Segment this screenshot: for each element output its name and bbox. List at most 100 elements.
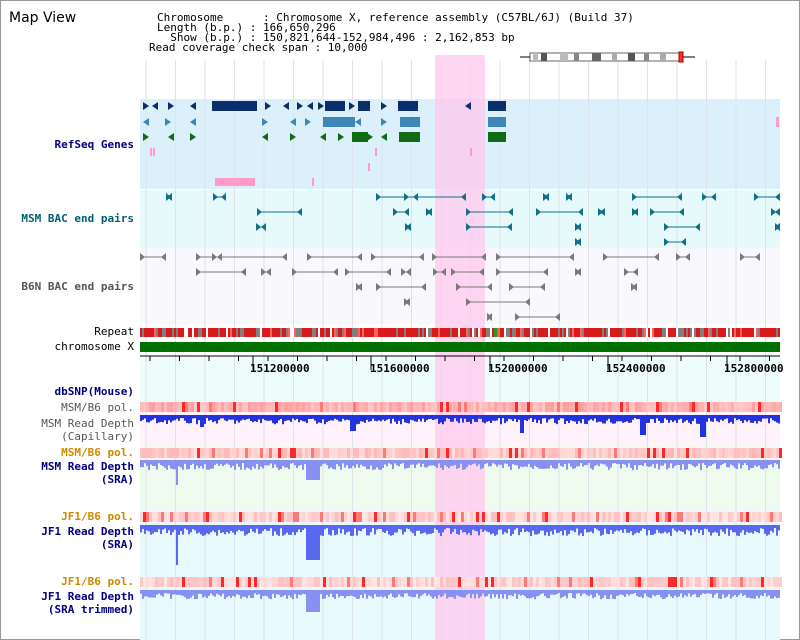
polymorphism-cell — [650, 577, 653, 587]
gene-arrow — [775, 223, 780, 231]
read-depth-bar — [210, 525, 212, 533]
polymorphism-cell — [506, 512, 509, 522]
polymorphism-cell — [404, 402, 407, 412]
polymorphism-cell — [662, 448, 665, 458]
read-depth-bar — [464, 460, 466, 470]
polymorphism-cell — [557, 402, 560, 412]
read-depth-bar — [358, 460, 360, 468]
gene-arrow — [427, 208, 432, 216]
polymorphism-cell — [479, 448, 482, 458]
polymorphism-cell — [395, 448, 398, 458]
gene-arrow — [487, 283, 492, 291]
polymorphism-cell — [629, 577, 632, 587]
polymorphism-cell — [383, 512, 386, 522]
read-depth-bar — [484, 415, 486, 424]
read-depth-bar — [474, 525, 476, 531]
read-depth-bar — [598, 590, 600, 596]
polymorphism-cell — [611, 577, 614, 587]
read-depth-bar — [158, 525, 160, 530]
read-depth-bar — [334, 415, 336, 419]
read-depth-bar — [364, 415, 366, 423]
read-depth-bar — [254, 590, 256, 594]
polymorphism-cell — [218, 448, 221, 458]
read-depth-bar — [168, 415, 170, 421]
polymorphism-cell — [401, 577, 404, 587]
repeat-segment — [284, 328, 286, 337]
polymorphism-cell — [464, 402, 467, 412]
read-depth-bar — [668, 415, 670, 423]
read-depth-bar — [182, 590, 184, 596]
read-depth-bar — [352, 590, 354, 597]
gene-arrow — [515, 313, 520, 321]
read-depth-bar — [764, 525, 766, 534]
polymorphism-cell — [605, 577, 608, 587]
gene-arrow — [466, 208, 471, 216]
read-depth-bar — [704, 525, 706, 529]
read-depth-bar — [690, 590, 692, 597]
read-depth-bar — [302, 590, 304, 594]
read-depth-bar — [730, 525, 732, 530]
read-depth-bar — [380, 525, 382, 530]
polymorphism-cell — [218, 512, 221, 522]
read-depth-bar — [384, 525, 386, 534]
repeat-segment — [232, 328, 234, 337]
read-depth-bar — [226, 460, 228, 464]
polymorphism-cell — [536, 402, 539, 412]
read-depth-bar — [652, 415, 654, 420]
read-depth-bar — [410, 460, 412, 465]
read-depth-bar — [640, 525, 642, 531]
read-depth-bar — [186, 590, 188, 600]
read-depth-bar — [410, 525, 412, 532]
repeat-segment — [700, 328, 702, 337]
polymorphism-cell — [440, 448, 443, 458]
polymorphism-cell — [521, 577, 524, 587]
polymorphism-cell — [218, 402, 221, 412]
polymorphism-cell — [167, 448, 170, 458]
polymorphism-cell — [245, 402, 248, 412]
polymorphism-cell — [533, 448, 536, 458]
repeat-segment — [246, 328, 248, 337]
read-depth-bar — [568, 590, 570, 594]
gene-pink-block — [215, 178, 255, 186]
read-depth-bar — [248, 590, 250, 596]
repeat-segment — [238, 328, 240, 337]
read-depth-bar — [246, 415, 248, 420]
polymorphism-cell — [461, 402, 464, 412]
read-depth-bar — [286, 415, 288, 421]
read-depth-bar — [522, 415, 524, 433]
read-depth-bar — [614, 460, 616, 464]
gene-arrow — [567, 193, 572, 201]
polymorphism-cell — [209, 512, 212, 522]
polymorphism-cell — [683, 402, 686, 412]
read-depth-bar — [644, 460, 646, 464]
read-depth-bar — [702, 590, 704, 594]
polymorphism-cell — [635, 512, 638, 522]
read-depth-bar — [248, 525, 250, 533]
polymorphism-cell — [203, 512, 206, 522]
repeat-segment — [776, 328, 778, 337]
repeat-segment — [166, 328, 168, 337]
polymorphism-cell — [218, 577, 221, 587]
read-depth-bar — [314, 460, 316, 480]
read-depth-bar — [736, 460, 738, 470]
repeat-segment — [686, 328, 688, 337]
polymorphism-cell — [728, 512, 731, 522]
polymorphism-cell — [182, 402, 185, 412]
repeat-segment — [338, 328, 340, 337]
read-depth-bar — [722, 460, 724, 465]
read-depth-bar — [422, 460, 424, 464]
polymorphism-cell — [332, 577, 335, 587]
polymorphism-cell — [350, 577, 353, 587]
polymorphism-cell — [395, 577, 398, 587]
gene-pink-mark — [776, 117, 779, 127]
polymorphism-cell — [575, 512, 578, 522]
polymorphism-cell — [494, 577, 497, 587]
polymorphism-cell — [302, 512, 305, 522]
read-depth-bar — [170, 590, 172, 599]
polymorphism-cell — [434, 448, 437, 458]
polymorphism-cell — [743, 402, 746, 412]
polymorphism-cell — [392, 402, 395, 412]
read-depth-bar — [374, 590, 376, 595]
